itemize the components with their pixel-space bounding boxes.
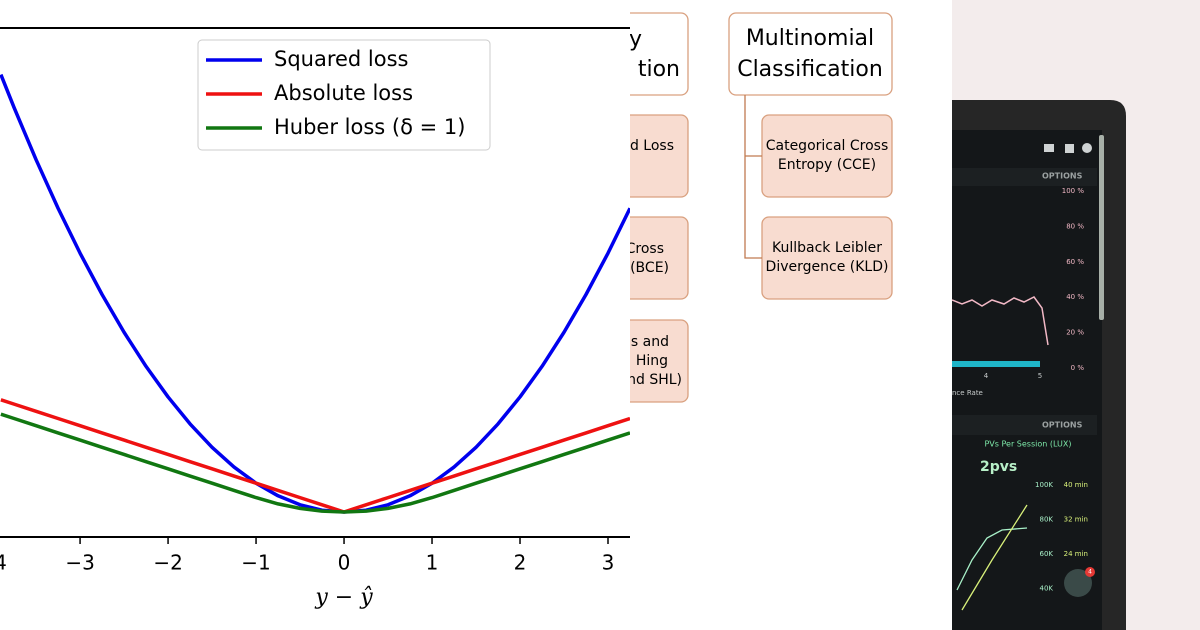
panel-header (952, 168, 1097, 186)
screen-text: 40K (1040, 585, 1054, 593)
screen-text: nce Rate (952, 389, 983, 397)
child-text: Categorical Cross (766, 138, 889, 154)
screen-text: 0 % (1071, 364, 1085, 372)
screen (952, 130, 1102, 630)
chart: y − ŷ −4 −3 −2 −1 0 1 2 3 Squared loss Absolute l… (0, 27, 630, 610)
legend-label: Squared loss (274, 47, 409, 71)
photo: OPTIONS 100 % 80 % 60 % 40 % 20 % 0 % 4 5 nce Rat… (952, 0, 1200, 630)
screen-text: 5 (1038, 372, 1042, 380)
x-tick-label: 0 (338, 551, 351, 575)
x-tick-label: −3 (65, 551, 94, 575)
series-line (0, 398, 630, 514)
series-line (0, 73, 630, 514)
parent-box (728, 12, 893, 96)
x-tick-label: −2 (153, 551, 182, 575)
box-text: (BCE) (630, 260, 669, 276)
screen-line (956, 527, 1028, 591)
screen-text: 20 % (1066, 329, 1084, 337)
panel-header (952, 415, 1097, 435)
x-tick-label: 3 (602, 551, 615, 575)
child-text: Entropy (CCE) (778, 157, 876, 173)
box (630, 216, 689, 300)
series-line (0, 412, 630, 514)
x-tick-label: −4 (0, 551, 7, 575)
x-tick-label: −1 (241, 551, 270, 575)
x-tick-label: 1 (426, 551, 439, 575)
box (630, 12, 689, 96)
legend-box (197, 39, 491, 151)
box-text: Cross (630, 241, 664, 257)
legend-label: Huber loss (δ = 1) (274, 115, 465, 139)
screen-line (961, 504, 1028, 611)
box-text: y (630, 27, 642, 52)
screen-text: 32 min (1064, 516, 1088, 524)
child-text: Divergence (KLD) (766, 259, 889, 275)
box-text: nd SHL) (630, 372, 682, 388)
screen-text: 80K (1040, 516, 1054, 524)
screen-text: 40 % (1066, 293, 1084, 301)
screen-text: 60 % (1066, 258, 1084, 266)
screen-bars (952, 361, 1040, 367)
screen-text: PVs Per Session (LUX) (984, 440, 1071, 449)
box (630, 319, 689, 403)
box-text: Hing (636, 353, 668, 369)
legend-label: Absolute loss (274, 81, 413, 105)
box-text: d Loss (630, 138, 674, 154)
x-tick-label: 2 (514, 551, 527, 575)
scrollbar (1099, 135, 1104, 320)
screen-text: OPTIONS (1042, 172, 1083, 181)
connector (744, 95, 762, 259)
screen-text: 24 min (1064, 550, 1088, 558)
screen-text: 4 (984, 372, 989, 380)
parent-text: Classification (737, 57, 883, 82)
chat-button[interactable] (1064, 569, 1092, 597)
screen-text: 60K (1040, 550, 1054, 558)
badge (1085, 567, 1095, 577)
screen-text: 100 % (1062, 187, 1085, 195)
box-text: s and (631, 334, 669, 350)
screen-text: OPTIONS (1042, 421, 1083, 430)
diagram: y tion d Loss Cross (BCE) s and Hing nd SHL) Mul… (630, 12, 893, 403)
child-box (761, 216, 893, 300)
parent-text: Multinomial (746, 26, 874, 51)
screen-line (952, 296, 1049, 346)
icon (1082, 143, 1092, 153)
box (630, 114, 689, 198)
badge-count: 4 (1088, 569, 1092, 576)
child-box (761, 114, 893, 198)
screen-text: 40 min (1064, 481, 1088, 489)
box-text: tion (638, 57, 680, 82)
x-axis-label: y − ŷ (314, 585, 373, 610)
screen-text: 100K (1035, 481, 1053, 489)
screen-text: 80 % (1066, 222, 1084, 230)
icon (1065, 144, 1074, 153)
child-text: Kullback Leibler (772, 240, 882, 256)
icon (1044, 144, 1054, 152)
screen-text: 2pvs (980, 459, 1017, 475)
